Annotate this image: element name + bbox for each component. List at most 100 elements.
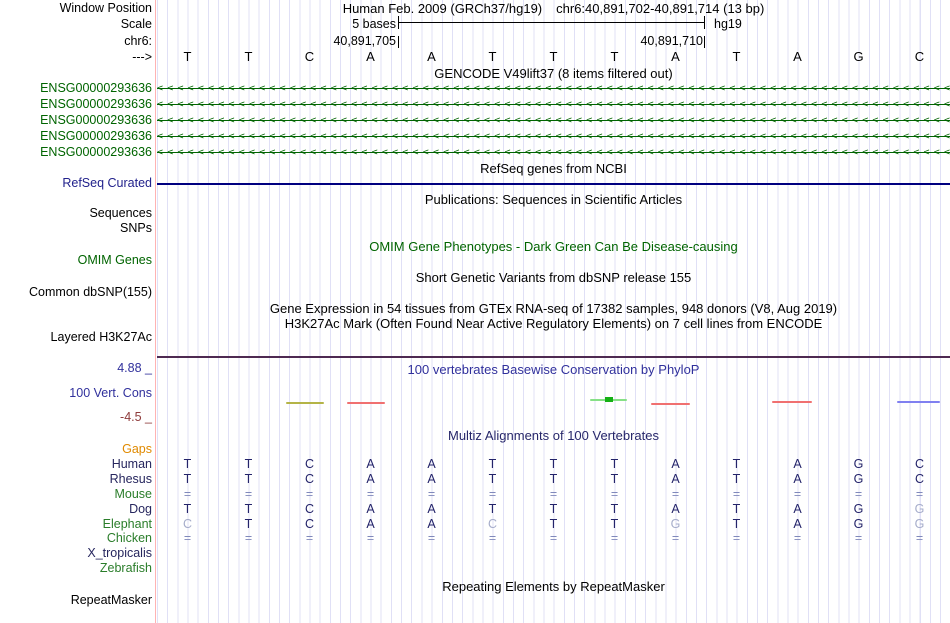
refseq-track-title[interactable]: RefSeq genes from NCBI — [480, 161, 627, 176]
strand-arrows-left-icon: <<<<<<<<<<<<<<<<<<<<<<<<<<<<<<<<<<<<<<<<… — [157, 83, 950, 94]
species-label-human[interactable]: Human — [111, 457, 152, 471]
alignment-base: G — [914, 517, 925, 531]
alignment-base: C — [304, 517, 315, 531]
alignment-base: T — [732, 457, 741, 471]
alignment-base: T — [488, 472, 497, 486]
alignment-base: T — [549, 517, 558, 531]
species-label-elephant[interactable]: Elephant — [102, 517, 152, 531]
alignment-base: = — [915, 487, 924, 501]
gtex-track-title[interactable]: Gene Expression in 54 tissues from GTEx … — [269, 301, 838, 316]
alignment-base: A — [427, 517, 436, 531]
gene-strand-line[interactable]: <<<<<<<<<<<<<<<<<<<<<<<<<<<<<<<<<<<<<<<<… — [157, 146, 950, 159]
alignment-base: T — [610, 502, 619, 516]
vert-cons-label[interactable]: 100 Vert. Cons — [69, 386, 152, 400]
species-label-rhesus[interactable]: Rhesus — [109, 472, 152, 486]
strand-direction-label: ---> — [132, 50, 152, 64]
chromosome-label: chr6: — [124, 34, 152, 48]
alignment-base: = — [793, 487, 802, 501]
alignment-base: T — [549, 502, 558, 516]
alignment-base: G — [914, 502, 925, 516]
refseq-gene-line[interactable] — [157, 183, 950, 185]
alignment-base: A — [427, 457, 436, 471]
alignment-base: C — [304, 457, 315, 471]
scale-ruler-tick-left — [398, 16, 399, 29]
h3k27ac-track-title[interactable]: H3K27Ac Mark (Often Found Near Active Re… — [284, 316, 823, 331]
alignment-base: = — [610, 487, 619, 501]
alignment-base: = — [488, 487, 497, 501]
conservation-min-label: -4.5 _ — [120, 410, 152, 424]
alignment-base: A — [671, 472, 680, 486]
gene-id-label[interactable]: ENSG00000293636 — [40, 97, 152, 111]
sequences-label[interactable]: Sequences — [89, 206, 152, 220]
species-label-gaps[interactable]: Gaps — [122, 442, 152, 456]
assembly-name: Human Feb. 2009 (GRCh37/hg19) — [342, 1, 543, 16]
gencode-track-title[interactable]: GENCODE V49lift37 (8 items filtered out) — [434, 66, 673, 81]
alignment-base: G — [670, 517, 681, 531]
alignment-base: G — [853, 457, 864, 471]
multiz-track-title[interactable]: Multiz Alignments of 100 Vertebrates — [447, 428, 659, 443]
conservation-track-title[interactable]: 100 vertebrates Basewise Conservation by… — [407, 362, 700, 377]
gene-id-label[interactable]: ENSG00000293636 — [40, 129, 152, 143]
alignment-base: T — [610, 472, 619, 486]
snps-label[interactable]: SNPs — [120, 221, 152, 235]
gene-id-label[interactable]: ENSG00000293636 — [40, 113, 152, 127]
scale-ruler-tick-right — [704, 16, 705, 29]
alignment-base: A — [366, 502, 375, 516]
species-label-mouse[interactable]: Mouse — [114, 487, 152, 501]
species-label-zebrafish[interactable]: Zebrafish — [99, 561, 152, 575]
scale-ruler-line — [398, 22, 705, 23]
h3k27ac-track-line — [157, 356, 950, 358]
alignment-base: T — [183, 472, 192, 486]
alignment-row-chicken: = = = = = = = = = = = = = — [157, 532, 950, 545]
gene-strand-line[interactable]: <<<<<<<<<<<<<<<<<<<<<<<<<<<<<<<<<<<<<<<<… — [157, 130, 950, 143]
species-label-x_tropicalis[interactable]: X_tropicalis — [87, 546, 152, 560]
refseq-curated-label[interactable]: RefSeq Curated — [62, 176, 152, 190]
alignment-base: A — [366, 472, 375, 486]
layered-h3k27ac-label[interactable]: Layered H3K27Ac — [50, 330, 152, 344]
species-label-chicken[interactable]: Chicken — [106, 531, 152, 545]
alignment-base: A — [671, 502, 680, 516]
alignment-base: G — [853, 517, 864, 531]
track-gridlines — [157, 0, 950, 623]
phylop-mark — [286, 402, 324, 404]
repeatmasker-label[interactable]: RepeatMasker — [70, 593, 152, 607]
dbsnp-track-title[interactable]: Short Genetic Variants from dbSNP releas… — [415, 270, 692, 285]
alignment-base: T — [244, 517, 253, 531]
omim-genes-label[interactable]: OMIM Genes — [77, 253, 152, 267]
publications-track-title[interactable]: Publications: Sequences in Scientific Ar… — [424, 192, 683, 207]
gene-id-label[interactable]: ENSG00000293636 — [40, 145, 152, 159]
alignment-base: C — [914, 457, 925, 471]
alignment-base: T — [488, 457, 497, 471]
base-letter: A — [366, 49, 375, 64]
alignment-base: A — [427, 472, 436, 486]
phylop-mark — [590, 397, 627, 402]
base-letter: C — [304, 49, 315, 64]
alignment-base: A — [793, 457, 802, 471]
alignment-base: = — [183, 531, 192, 545]
position-range: chr6:40,891,702-40,891,714 (13 bp) — [556, 1, 765, 16]
alignment-base: = — [732, 531, 741, 545]
coordinate-right-tick — [704, 36, 705, 48]
alignment-base: C — [487, 517, 498, 531]
base-letter: A — [671, 49, 680, 64]
omim-track-title[interactable]: OMIM Gene Phenotypes - Dark Green Can Be… — [369, 239, 738, 254]
alignment-base: C — [304, 502, 315, 516]
alignment-base: A — [793, 517, 802, 531]
alignment-base: T — [610, 517, 619, 531]
base-letter: T — [732, 49, 741, 64]
phylop-mark — [651, 403, 690, 405]
species-label-dog[interactable]: Dog — [129, 502, 152, 516]
alignment-base: T — [732, 502, 741, 516]
repeatmasker-track-title[interactable]: Repeating Elements by RepeatMasker — [442, 579, 665, 594]
alignment-base: C — [182, 517, 193, 531]
common-dbsnp-label[interactable]: Common dbSNP(155) — [29, 285, 152, 299]
gene-id-label[interactable]: ENSG00000293636 — [40, 81, 152, 95]
gene-strand-line[interactable]: <<<<<<<<<<<<<<<<<<<<<<<<<<<<<<<<<<<<<<<<… — [157, 98, 950, 111]
gene-strand-line[interactable]: <<<<<<<<<<<<<<<<<<<<<<<<<<<<<<<<<<<<<<<<… — [157, 114, 950, 127]
gene-strand-line[interactable]: <<<<<<<<<<<<<<<<<<<<<<<<<<<<<<<<<<<<<<<<… — [157, 82, 950, 95]
alignment-base: T — [549, 472, 558, 486]
